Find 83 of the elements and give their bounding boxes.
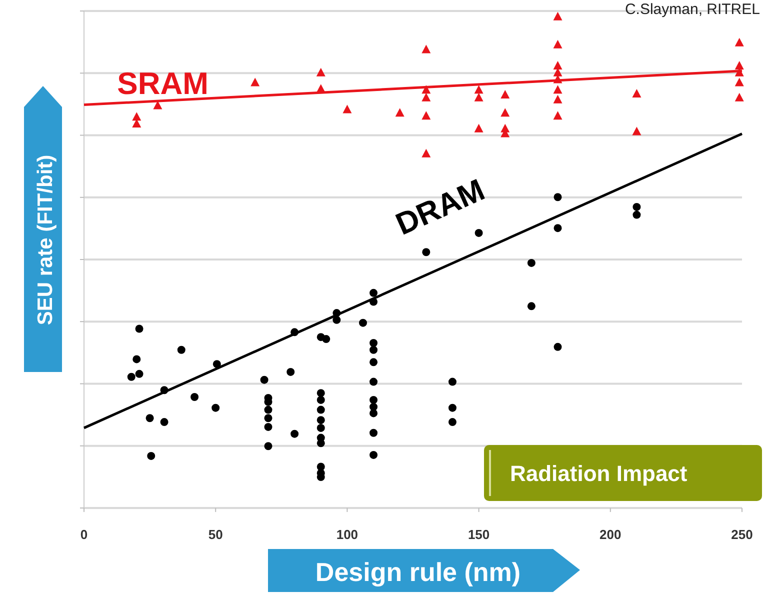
point — [132, 355, 141, 364]
x-tick-label: 50 — [208, 527, 223, 542]
point — [553, 40, 562, 48]
point — [135, 370, 144, 378]
point — [370, 396, 378, 404]
point — [290, 430, 299, 438]
point — [553, 85, 562, 94]
point — [264, 406, 272, 414]
point — [448, 404, 456, 412]
annotation: C.Slayman, RITREL — [624, 1, 760, 18]
point — [370, 358, 378, 366]
x-axis-title: Design rule (nm) — [315, 557, 521, 587]
point — [370, 450, 378, 459]
point — [358, 318, 367, 327]
point — [553, 94, 562, 104]
point — [370, 288, 378, 297]
x-tick-label: 250 — [731, 527, 753, 542]
point — [474, 124, 484, 132]
y-axis-title: SEU rate (FIT/bit) — [34, 154, 57, 326]
point — [212, 404, 220, 412]
x-tick-label: 150 — [468, 527, 490, 542]
point — [527, 302, 536, 310]
x-tick-label: 100 — [336, 527, 358, 542]
annotation: Radiation Impact — [510, 461, 688, 486]
point — [370, 378, 378, 386]
point — [553, 111, 562, 120]
point — [632, 126, 642, 136]
point — [370, 346, 378, 354]
point — [264, 442, 272, 450]
point — [260, 376, 268, 384]
point — [316, 396, 325, 404]
x-tick-label: 200 — [600, 527, 622, 542]
point — [342, 104, 352, 114]
point — [553, 12, 562, 20]
point — [135, 324, 144, 333]
point — [177, 346, 186, 354]
point — [632, 210, 641, 219]
point — [160, 418, 168, 426]
point — [264, 414, 272, 422]
point — [448, 418, 456, 426]
point — [500, 108, 510, 117]
point — [316, 416, 325, 424]
point — [316, 389, 325, 398]
point — [422, 248, 430, 256]
x-tick-label: 0 — [80, 527, 88, 542]
point — [316, 406, 325, 414]
point — [190, 393, 199, 402]
series-label: SRAM — [117, 66, 208, 102]
point — [422, 44, 431, 54]
point — [132, 112, 142, 121]
point — [422, 148, 431, 158]
point — [286, 368, 295, 376]
point — [332, 316, 341, 324]
point — [554, 342, 562, 351]
point — [316, 439, 325, 448]
point — [370, 428, 378, 437]
point — [500, 90, 510, 98]
point — [422, 92, 431, 102]
point — [127, 372, 136, 381]
point — [316, 424, 325, 432]
point — [147, 452, 156, 460]
point — [553, 61, 562, 70]
point — [250, 78, 260, 86]
point — [632, 88, 642, 98]
point — [527, 258, 536, 267]
point — [370, 409, 378, 418]
point — [734, 38, 744, 46]
point — [322, 335, 330, 344]
point — [264, 422, 272, 431]
point — [146, 414, 154, 422]
point — [734, 61, 744, 70]
point — [422, 111, 431, 120]
point — [734, 78, 744, 86]
point — [632, 202, 641, 211]
point — [554, 224, 562, 232]
point — [448, 378, 456, 386]
point — [316, 68, 326, 76]
point — [734, 92, 744, 102]
point — [395, 108, 404, 117]
point — [554, 193, 562, 202]
point — [474, 92, 484, 102]
point — [370, 338, 378, 347]
point — [474, 85, 484, 94]
